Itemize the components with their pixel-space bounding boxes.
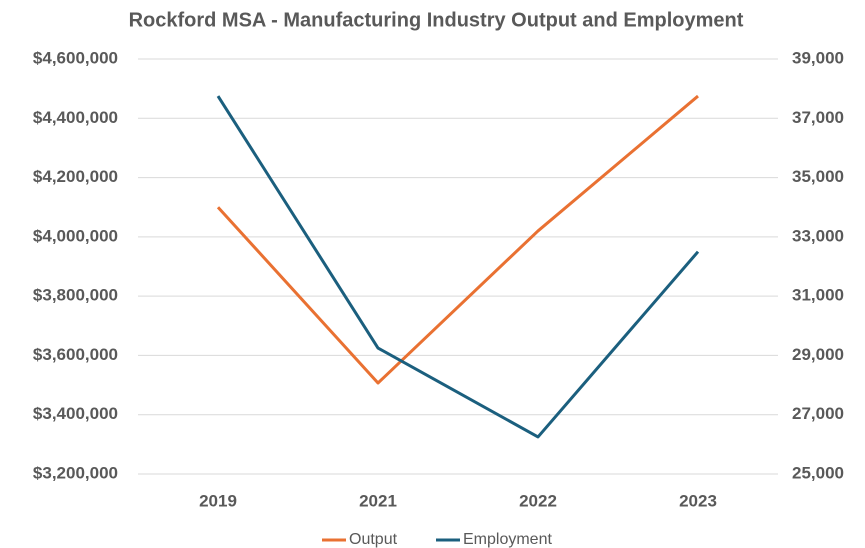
y-tick-label: $3,600,000: [33, 345, 118, 364]
y2-tick-label: 35,000: [792, 167, 844, 186]
x-tick-label: 2023: [679, 491, 717, 510]
y-tick-label: $4,200,000: [33, 167, 118, 186]
y2-tick-label: 27,000: [792, 404, 844, 423]
x-tick-label: 2019: [199, 491, 237, 510]
chart-title: Rockford MSA - Manufacturing Industry Ou…: [129, 9, 744, 31]
y2-tick-label: 25,000: [792, 463, 844, 482]
y-tick-label: $3,800,000: [33, 286, 118, 305]
legend-label: Employment: [463, 531, 552, 548]
y2-tick-label: 31,000: [792, 286, 844, 305]
y-tick-label: $4,400,000: [33, 108, 118, 127]
y-tick-label: $4,600,000: [33, 48, 118, 67]
y2-tick-label: 37,000: [792, 108, 844, 127]
y-tick-label: $3,400,000: [33, 404, 118, 423]
x-tick-label: 2022: [519, 491, 557, 510]
y-tick-label: $3,200,000: [33, 463, 118, 482]
y2-tick-label: 33,000: [792, 226, 844, 245]
y2-tick-label: 39,000: [792, 48, 844, 67]
series-line: [216, 94, 699, 385]
x-tick-label: 2021: [359, 491, 397, 510]
legend-label: Output: [349, 531, 398, 548]
series-line: [216, 95, 700, 439]
y2-tick-label: 29,000: [792, 345, 844, 364]
y-tick-label: $4,000,000: [33, 226, 118, 245]
